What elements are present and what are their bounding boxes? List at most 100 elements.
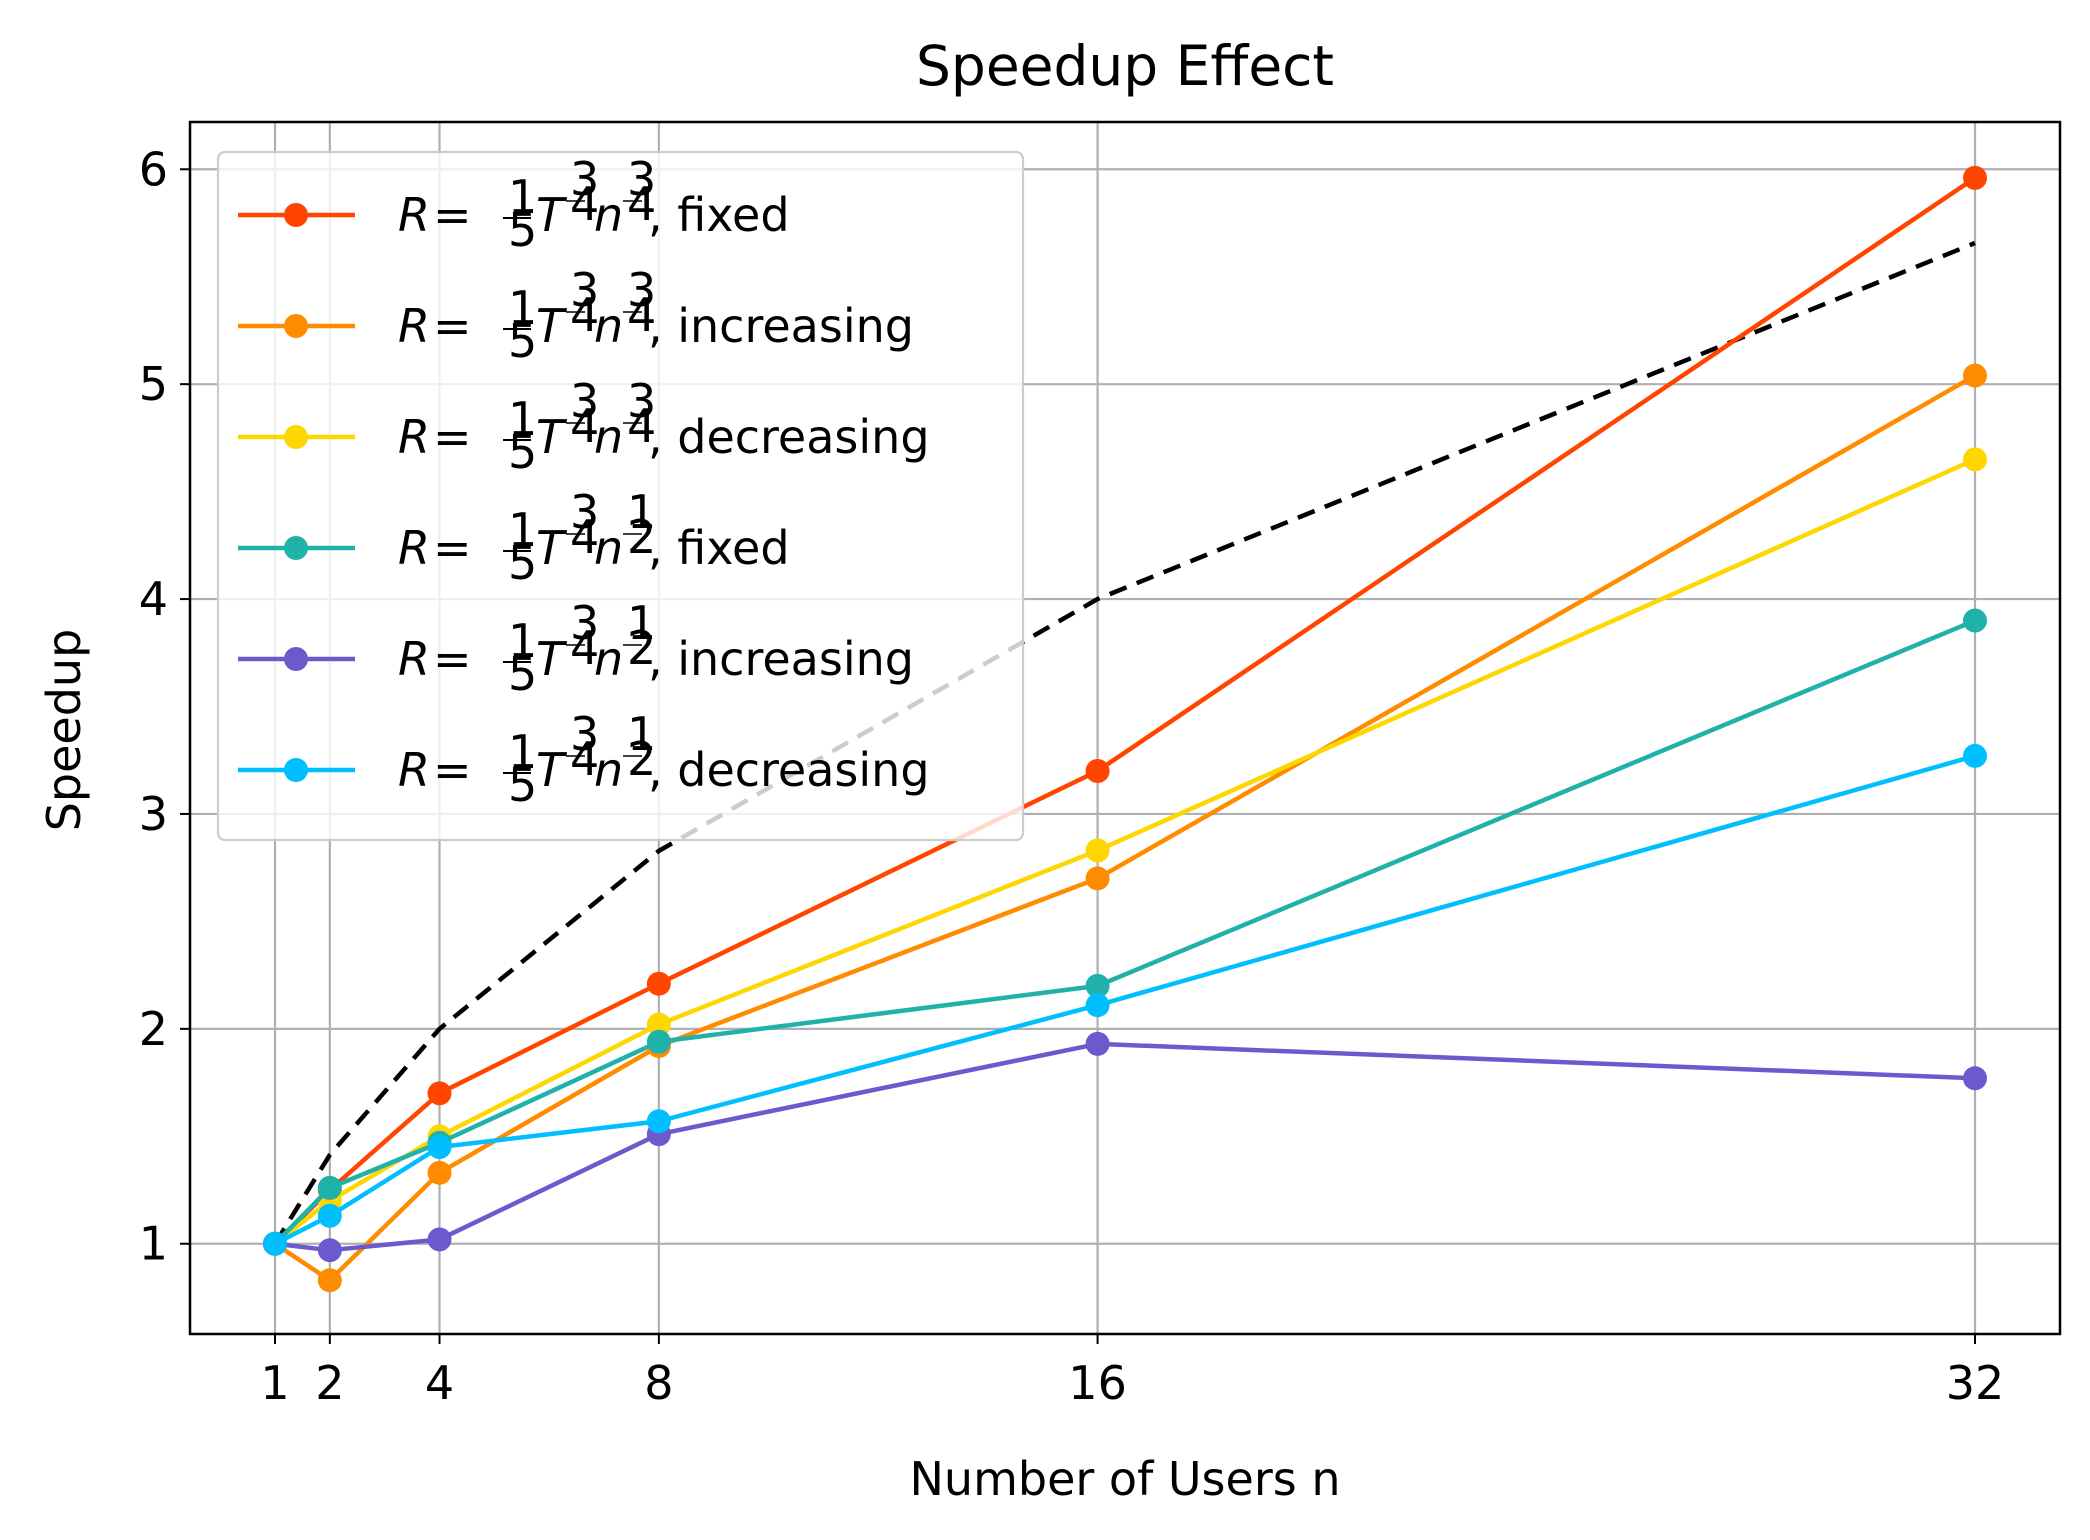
legend-eq-lhs: R — [398, 410, 430, 464]
legend-eq-coef-den: 5 — [508, 758, 537, 812]
legend-eq-n-exp-num: 3 — [627, 152, 656, 206]
x-axis-label: Number of Users n — [910, 1452, 1341, 1506]
x-tick-label: 4 — [425, 1356, 454, 1410]
legend-eq-equals: = — [433, 188, 472, 242]
legend-eq-t-exp-den: 4 — [570, 399, 599, 453]
legend-eq-coef-num: 1 — [508, 503, 537, 557]
legend-eq-lhs: R — [398, 188, 430, 242]
reference-dashed-line — [273, 240, 1976, 1245]
legend-eq-coef-den: 5 — [508, 425, 537, 479]
legend-eq-coef-den: 5 — [508, 203, 537, 257]
legend-eq-coef-den: 5 — [508, 536, 537, 590]
legend-eq-n-exp-den: 4 — [627, 399, 656, 453]
data-point — [1963, 363, 1987, 388]
data-point — [317, 1203, 342, 1228]
x-tick-label: 8 — [644, 1356, 673, 1410]
legend-eq-t-exp-den: 4 — [570, 732, 599, 786]
legend-swatch-marker — [284, 314, 308, 338]
data-point — [1085, 866, 1110, 891]
legend-eq-var-t: T — [536, 299, 568, 353]
y-tick-label: 5 — [139, 357, 168, 411]
y-axis-label: Speedup — [37, 629, 91, 832]
legend-eq-lhs: R — [398, 743, 430, 797]
legend-eq-n-exp-num: 1 — [627, 596, 656, 650]
data-point — [427, 1081, 452, 1106]
legend-swatch-marker — [284, 758, 308, 782]
legend-eq-coef-den: 5 — [508, 647, 537, 701]
x-tick-label: 16 — [1068, 1356, 1127, 1410]
legend-box — [216, 150, 1025, 842]
legend-eq-coef-num: 1 — [508, 725, 537, 779]
legend-label: , fixed — [648, 521, 790, 575]
data-point — [263, 1231, 287, 1256]
legend-eq-t-exp-num: 3 — [570, 152, 599, 206]
legend-eq-var-n: n — [594, 521, 623, 575]
legend-eq-var-n: n — [594, 299, 623, 353]
legend-eq-coef-num: 1 — [508, 281, 537, 335]
legend-eq-lhs: R — [398, 299, 430, 353]
legend-eq-var-n: n — [594, 743, 623, 797]
legend-eq-t-exp-num: 3 — [570, 596, 599, 650]
legend-eq-lhs: R — [398, 632, 430, 686]
data-point — [1963, 743, 1987, 768]
data-point — [1963, 165, 1987, 190]
legend-eq-t-exp-num: 3 — [570, 374, 599, 428]
legend-swatch-marker — [284, 647, 308, 671]
legend-eq-n-exp-den: 2 — [627, 732, 656, 786]
legend-eq-t-exp-num: 3 — [570, 707, 599, 761]
legend-label: , decreasing — [648, 410, 930, 464]
legend-eq-var-n: n — [594, 410, 623, 464]
data-point — [427, 1160, 452, 1185]
x-tick-label: 2 — [315, 1356, 344, 1410]
legend-eq-n-exp-num: 1 — [627, 485, 656, 539]
legend-eq-n-exp-den: 2 — [627, 621, 656, 675]
legend-eq-var-t: T — [536, 521, 568, 575]
data-point — [427, 1227, 452, 1252]
legend-eq-t-exp-den: 4 — [570, 177, 599, 231]
y-tick-label: 4 — [139, 572, 168, 626]
x-tick-label: 1 — [260, 1356, 289, 1410]
data-point — [1085, 973, 1110, 998]
data-point — [646, 1029, 671, 1054]
legend-eq-coef-num: 1 — [508, 614, 537, 668]
legend-eq-equals: = — [433, 410, 472, 464]
data-point — [646, 1012, 671, 1037]
legend-swatch-marker — [284, 536, 308, 560]
plot-frame — [188, 120, 2062, 1336]
data-point — [317, 1268, 342, 1293]
data-point — [317, 1175, 342, 1200]
legend-swatch-marker — [284, 425, 308, 449]
data-point — [427, 1135, 452, 1160]
data-point — [317, 1238, 342, 1263]
data-point — [1085, 758, 1110, 783]
data-point — [1963, 447, 1987, 472]
series-6 — [263, 743, 1987, 1256]
data-point — [1963, 608, 1987, 633]
legend-eq-t-exp-den: 4 — [570, 621, 599, 675]
legend-label: , fixed — [648, 188, 790, 242]
series-line — [273, 618, 1976, 1246]
legend-eq-equals: = — [433, 632, 472, 686]
data-point — [1085, 1031, 1110, 1056]
reference-line-layer — [273, 240, 1976, 1245]
y-tick-label: 3 — [139, 787, 168, 841]
legend-label: , decreasing — [648, 743, 930, 797]
legend-eq-equals: = — [433, 743, 472, 797]
legend-eq-n-exp-num: 1 — [627, 707, 656, 761]
data-point — [646, 971, 671, 996]
legend-eq-coef-num: 1 — [508, 392, 537, 446]
legend-eq-n-exp-den: 4 — [627, 288, 656, 342]
data-point — [1085, 838, 1110, 863]
legend-eq-t-exp-den: 4 — [570, 510, 599, 564]
data-point — [646, 1109, 671, 1134]
legend-eq-var-t: T — [536, 632, 568, 686]
